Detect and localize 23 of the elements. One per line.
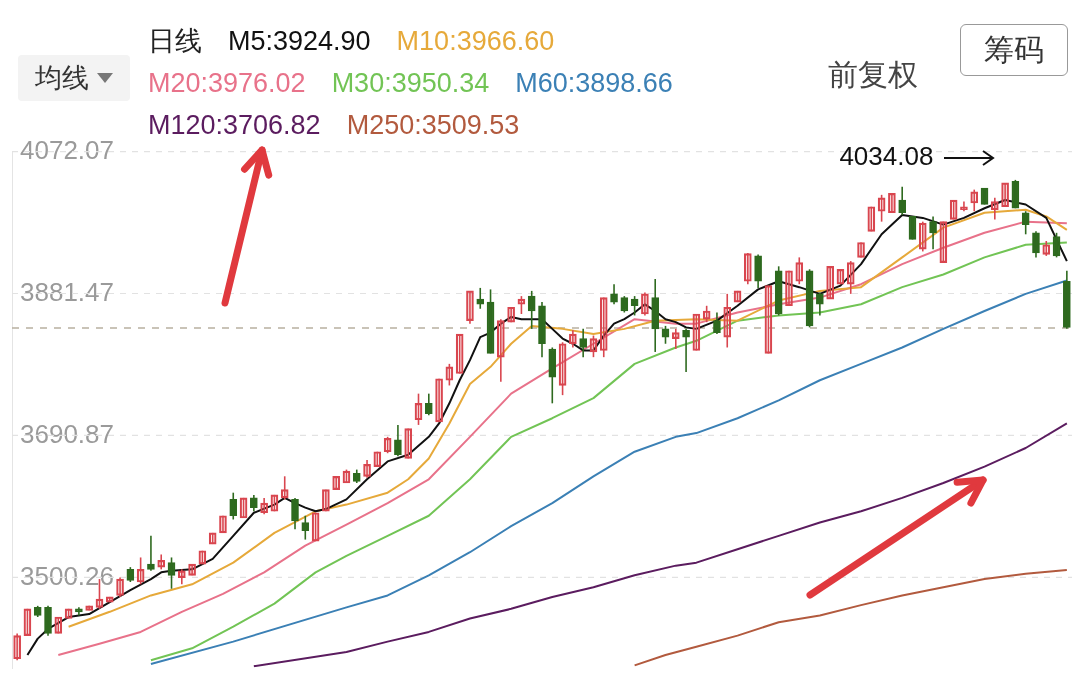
annotation: 4034.08 <box>839 141 934 172</box>
text: 前复权 <box>828 57 918 93</box>
y-tick-label: 4072.07 <box>20 134 114 165</box>
text: M60:3898.66 <box>515 67 673 100</box>
text: 筹码 <box>960 24 1068 76</box>
y-tick-label: 3881.47 <box>20 276 114 307</box>
text: M250:3509.53 <box>346 109 520 142</box>
text: M20:3976.02 <box>148 67 306 100</box>
candlestick <box>239 497 248 519</box>
y-tick-label: 3690.87 <box>20 418 114 449</box>
candlestick <box>1001 182 1009 208</box>
chart-title: 日线 <box>148 25 202 58</box>
text: M10:3966.60 <box>396 25 555 58</box>
text: M120:3706.82 <box>148 109 321 142</box>
candlestick <box>332 475 341 491</box>
text: M30:3950.34 <box>331 67 490 100</box>
candlestick <box>507 306 515 323</box>
candlestick <box>105 596 114 603</box>
candlestick <box>785 269 793 307</box>
text: M5:3924.90 <box>228 25 371 58</box>
candlestick <box>630 295 639 317</box>
text: 均线 <box>35 62 89 95</box>
y-tick-label: 3500.26 <box>20 560 114 591</box>
